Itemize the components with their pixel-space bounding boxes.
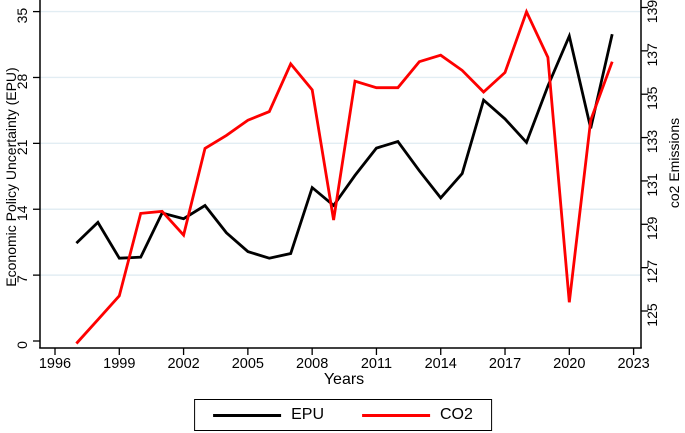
x-axis-title: Years	[323, 371, 365, 388]
legend: EPU CO2	[194, 399, 492, 431]
right-axis-tick-label: 133	[644, 130, 660, 154]
legend-label-co2: CO2	[440, 406, 473, 423]
legend-swatch-co2	[362, 413, 430, 417]
right-axis-title: co2 Emissions	[666, 117, 682, 209]
right-axis-tick-label: 131	[644, 173, 660, 197]
legend-entry-co2: CO2	[362, 407, 473, 423]
right-axis-tick-label: 125	[644, 303, 660, 327]
right-axis-tick-label: 139	[644, 0, 660, 23]
left-axis-tick-label: 35	[14, 8, 30, 24]
left-axis-tick-label: 0	[14, 341, 30, 349]
left-axis-tick-label: 14	[14, 205, 30, 221]
left-axis-title: Economic Policy Uncertainty (EPU)	[3, 67, 19, 287]
x-axis-tick-label: 2011	[361, 356, 392, 372]
x-axis-tick-label: 2008	[296, 356, 328, 372]
x-axis-tick-label: 2014	[425, 356, 457, 372]
x-axis-tick-label: 1999	[103, 356, 135, 372]
left-axis-tick-label: 28	[14, 73, 30, 89]
x-axis-tick-label: 2017	[489, 356, 521, 372]
x-axis-tick-label: 2020	[553, 356, 585, 372]
x-axis-tick-label: 1996	[39, 356, 71, 372]
right-axis-tick-label: 137	[644, 43, 660, 67]
legend-entry-epu: EPU	[213, 407, 324, 423]
right-axis-tick-label: 127	[644, 260, 660, 284]
x-axis-tick-label: 2005	[232, 356, 264, 372]
legend-swatch-epu	[213, 413, 282, 417]
right-axis-tick-label: 135	[644, 86, 660, 110]
right-axis-tick-label: 129	[644, 216, 660, 240]
legend-label-epu: EPU	[291, 406, 324, 423]
series-line-co2	[75, 8, 614, 345]
left-axis-tick-label: 21	[14, 139, 30, 155]
x-axis-tick-label: 2023	[617, 356, 649, 372]
x-axis-tick-label: 2002	[167, 356, 199, 372]
left-axis-tick-label: 7	[14, 275, 30, 283]
